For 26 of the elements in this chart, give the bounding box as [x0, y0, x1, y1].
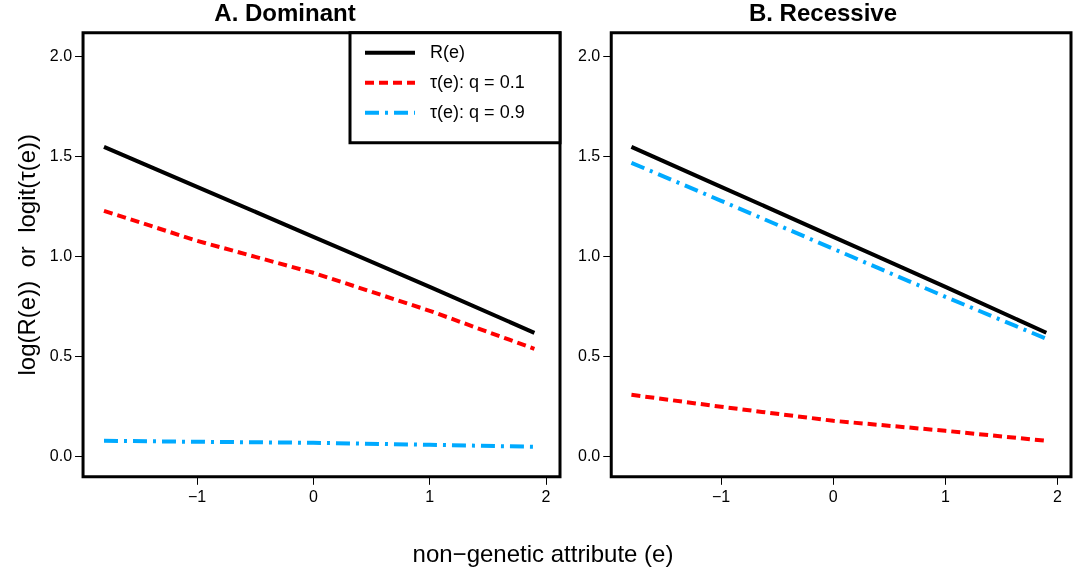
chart-title: A. Dominant: [214, 0, 356, 27]
legend-label: τ(e): q = 0.9: [430, 101, 525, 122]
y-tick-label: 0.5: [49, 347, 73, 365]
y-tick-label: 1.0: [577, 247, 601, 265]
y-tick-label: 0.0: [49, 447, 73, 465]
x-tick-label: −1: [712, 487, 731, 505]
y-tick-label: 0.0: [577, 447, 601, 465]
line-series: [101, 208, 537, 351]
legend-label: τ(e): q = 0.1: [430, 71, 525, 92]
y-tick-label: 2.0: [49, 47, 73, 65]
x-tick-label: 2: [1053, 487, 1063, 505]
x-tick-label: −1: [187, 487, 207, 505]
y-axis-title: log(R(e)) or logit(τ(e)): [13, 134, 41, 376]
x-tick-label: 1: [425, 487, 435, 505]
x-axis-title: non−genetic attribute (e): [411, 540, 675, 568]
y-tick-label: 1.0: [49, 247, 73, 265]
chart-title: B. Recessive: [748, 0, 898, 27]
legend-label: R(e): [430, 41, 465, 62]
y-tick-label: 2.0: [577, 47, 601, 65]
x-tick-label: 0: [828, 487, 838, 505]
x-tick-label: 2: [541, 487, 551, 505]
y-tick-label: 1.5: [49, 147, 73, 165]
x-tick-label: 0: [308, 487, 318, 505]
y-tick-label: 0.5: [577, 347, 601, 365]
x-tick-label: 1: [940, 487, 950, 505]
y-tick-label: 1.5: [577, 147, 601, 165]
